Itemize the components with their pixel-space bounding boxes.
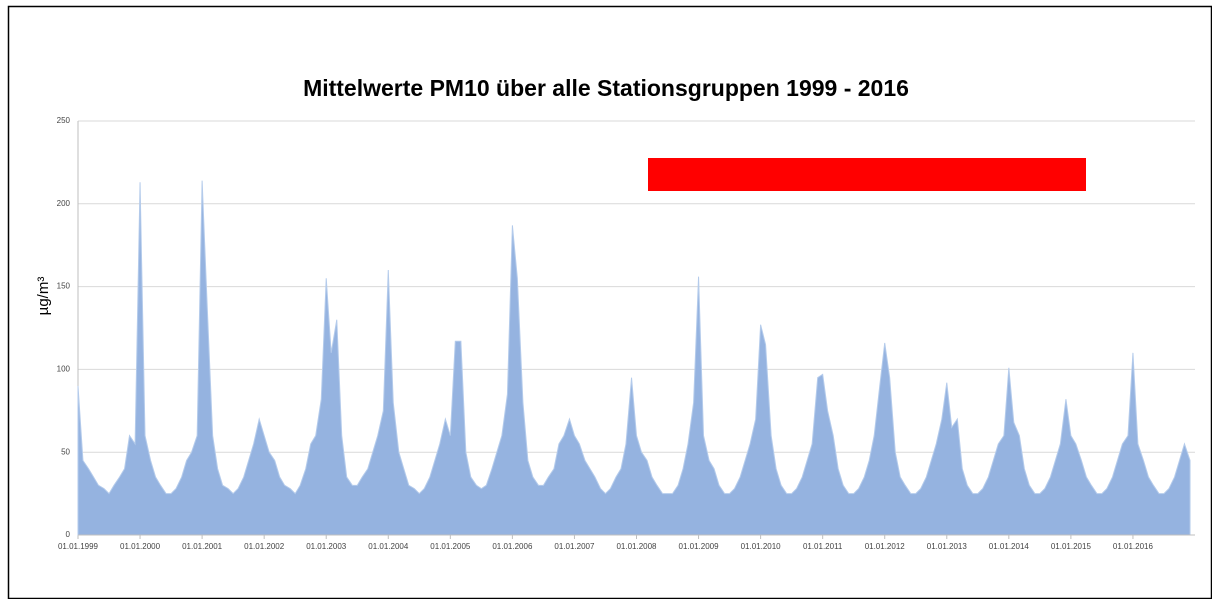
redaction-box xyxy=(648,158,1086,191)
y-tick-label: 250 xyxy=(57,116,71,125)
plot-area: 0 50 100 150 200 250 01.01.1999 01.01.2000 01.01… xyxy=(57,116,1195,551)
x-tick-label: 01.01.2011 xyxy=(803,542,843,551)
x-tick-label: 01.01.2009 xyxy=(679,542,720,551)
x-tick-label: 01.01.2002 xyxy=(244,542,285,551)
y-tick-label: 150 xyxy=(57,282,71,291)
x-tick-label: 01.01.2012 xyxy=(865,542,906,551)
x-tick-label: 01.01.2015 xyxy=(1051,542,1092,551)
x-tick-label: 01.01.2006 xyxy=(492,542,533,551)
y-tick-label: 50 xyxy=(61,447,70,456)
y-axis-label: µg/m³ xyxy=(35,277,52,316)
x-tick-label: 01.01.2005 xyxy=(430,542,471,551)
x-tick-label: 01.01.2004 xyxy=(368,542,409,551)
x-tick-label: 01.01.2014 xyxy=(989,542,1030,551)
x-tick-label: 01.01.2016 xyxy=(1113,542,1154,551)
y-tick-label: 200 xyxy=(57,199,71,208)
x-tick-label: 01.01.2013 xyxy=(927,542,968,551)
x-tick-label: 01.01.2001 xyxy=(182,542,223,551)
x-tick-label: 01.01.2008 xyxy=(616,542,657,551)
y-tick-label: 0 xyxy=(66,530,71,539)
x-tick-label: 01.01.1999 xyxy=(58,542,99,551)
x-tick-label: 01.01.2000 xyxy=(120,542,161,551)
y-tick-label: 100 xyxy=(57,365,71,374)
x-tick-label: 01.01.2007 xyxy=(554,542,595,551)
chart-title: Mittelwerte PM10 über alle Stationsgrupp… xyxy=(303,75,909,101)
area xyxy=(77,180,1191,536)
x-tick-label: 01.01.2010 xyxy=(741,542,782,551)
x-tick-label: 01.01.2003 xyxy=(306,542,347,551)
